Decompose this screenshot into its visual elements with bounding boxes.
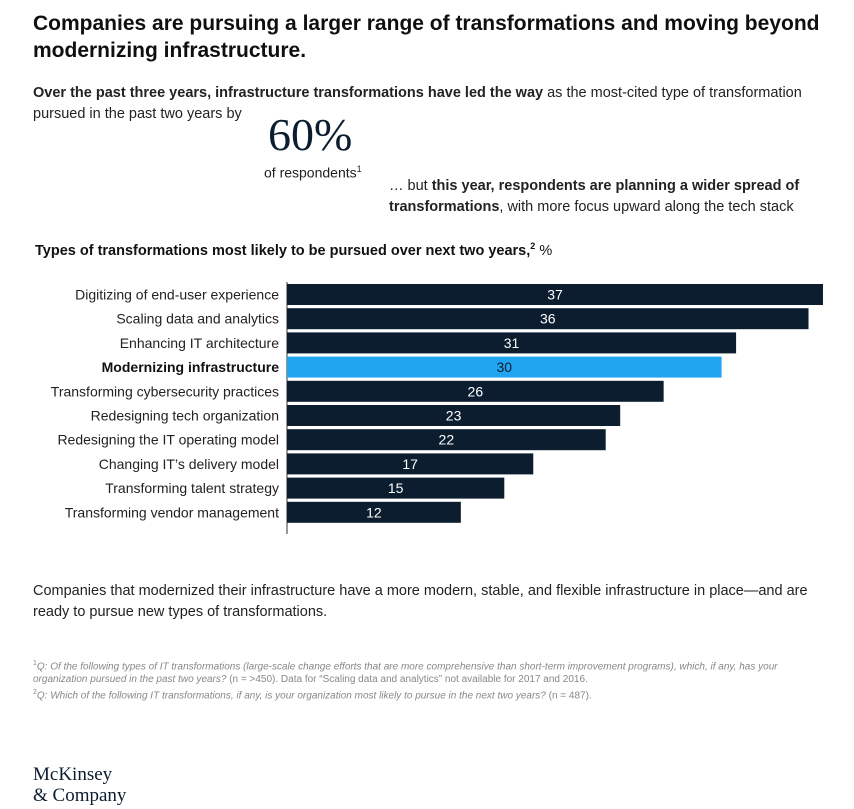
summary-text: Companies that modernized their infrastr…: [33, 583, 808, 620]
plan-text: … but this year, respondents are plannin…: [389, 176, 829, 218]
stat-label-text: of respondents: [264, 164, 357, 181]
category-label-1: Scaling data and analytics: [116, 311, 279, 327]
category-label-5: Redesigning tech organization: [91, 408, 279, 424]
intro-text: Over the past three years, infrastructur…: [33, 83, 833, 125]
bar-5: [287, 405, 621, 426]
value-label-0: 37: [547, 287, 563, 303]
logo-line-1: McKinsey: [33, 764, 113, 785]
footnote-1-question: Q: Of the following types of IT transfor…: [33, 661, 778, 686]
bar-1: [287, 308, 809, 330]
plan-prefix: … but: [389, 178, 432, 194]
mckinsey-logo: McKinsey & Company: [33, 764, 126, 806]
footnote-1-rest: (n = >450). Data for “Scaling data and a…: [226, 674, 588, 686]
value-label-3: 30: [497, 359, 513, 375]
chart-title-text: Types of transformations most likely to …: [35, 242, 531, 259]
value-label-4: 26: [468, 383, 484, 399]
footnote-2-question: Q: Which of the following IT transformat…: [36, 690, 546, 702]
bar-chart: Digitizing of end-user experience 37 Scali…: [51, 282, 823, 534]
logo-line-2: & Company: [33, 785, 127, 806]
category-label-7: Changing IT’s delivery model: [99, 456, 279, 472]
footnote-2-rest: (n = 487).: [545, 690, 592, 702]
footnotes: 1Q: Of the following types of IT transfo…: [33, 657, 833, 703]
bar-7: [287, 453, 534, 475]
category-label-0: Digitizing of end-user experience: [75, 287, 279, 303]
headline-stat: 60%: [268, 109, 353, 160]
bar-6: [287, 429, 606, 451]
bar-9: [287, 501, 461, 523]
value-label-6: 22: [439, 432, 455, 448]
value-label-5: 23: [446, 408, 462, 424]
category-label-8: Transforming talent strategy: [105, 480, 279, 496]
plan-bold: this year, respondents are planning a wi…: [389, 178, 800, 215]
category-label-3: Modernizing infrastructure: [102, 359, 280, 375]
bar-4: [287, 380, 664, 402]
value-label-1: 36: [540, 311, 556, 327]
bar-2: [287, 332, 737, 354]
value-label-7: 17: [402, 456, 418, 472]
page-title: Companies are pursuing a larger range of…: [33, 12, 820, 62]
category-label-6: Redesigning the IT operating model: [57, 432, 279, 448]
chart-title-footnote: 2: [530, 241, 536, 251]
value-label-9: 12: [366, 504, 382, 520]
intro-rest: as the most-cited type of transformation…: [33, 85, 802, 122]
footnote-2: 2Q: Which of the following IT transforma…: [33, 686, 833, 702]
chart-unit: %: [539, 242, 553, 259]
chart-title: Types of transformations most likely to …: [35, 236, 552, 261]
headline-stat-label: of respondents1: [264, 160, 362, 182]
bar-8: [287, 477, 505, 499]
intro-bold: Over the past three years, infrastructur…: [33, 85, 544, 101]
category-label-9: Transforming vendor management: [65, 504, 279, 520]
value-label-8: 15: [388, 480, 404, 496]
bar-3: [287, 356, 722, 378]
category-label-2: Enhancing IT architecture: [120, 335, 279, 351]
footnote-mark: 1: [356, 164, 362, 174]
footnote-1: 1Q: Of the following types of IT transfo…: [33, 657, 833, 686]
footnote-2-mark: 2: [33, 689, 37, 697]
value-label-2: 31: [504, 335, 520, 351]
category-label-4: Transforming cybersecurity practices: [51, 383, 279, 399]
plan-rest: , with more focus upward along the tech …: [499, 199, 794, 215]
footnote-1-mark: 1: [33, 660, 37, 667]
bar-0: [287, 284, 823, 305]
